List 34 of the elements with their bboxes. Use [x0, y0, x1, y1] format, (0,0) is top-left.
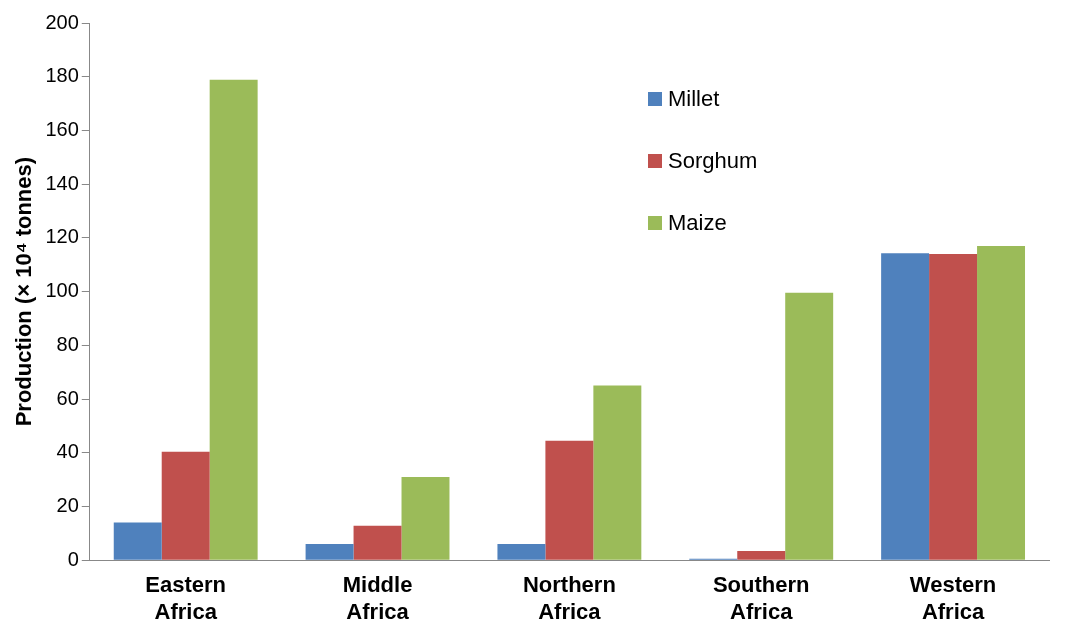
x-tick-label: Eastern Africa [145, 572, 227, 624]
bar [209, 79, 258, 560]
y-tick-label: 0 [67, 547, 79, 570]
bar [353, 525, 402, 560]
y-tick-label: 140 [45, 171, 79, 194]
bar [305, 544, 354, 560]
bar [497, 544, 546, 560]
y-tick-label: 160 [45, 117, 79, 140]
y-tick-label: 100 [45, 279, 79, 302]
y-tick-label: 200 [45, 10, 79, 33]
bar [161, 451, 210, 560]
y-tick-label: 20 [56, 494, 79, 516]
bar [929, 254, 978, 560]
y-tick-label: 180 [45, 64, 79, 87]
bar [545, 440, 594, 560]
bar [737, 551, 786, 560]
bar [401, 476, 450, 560]
legend-label: Maize [668, 210, 727, 236]
y-tick-label: 40 [56, 440, 79, 463]
bar [881, 253, 930, 560]
y-tick-label: 60 [56, 386, 79, 409]
x-tick-label: Middle Africa [342, 572, 413, 624]
bar [113, 522, 162, 560]
legend-label: Millet [668, 86, 720, 112]
x-tick-label: Northern Africa [522, 572, 616, 624]
x-tick-label: Western Africa [909, 572, 997, 624]
y-axis-title: Production (× 10⁴ tonnes) [11, 156, 37, 427]
y-tick-label: 120 [45, 225, 79, 248]
bar [785, 292, 834, 560]
y-tick-label: 80 [56, 332, 79, 355]
legend-label: Sorghum [668, 148, 758, 174]
bar [593, 385, 642, 560]
x-tick-label: Southern Africa [712, 572, 810, 624]
bar [977, 245, 1026, 560]
